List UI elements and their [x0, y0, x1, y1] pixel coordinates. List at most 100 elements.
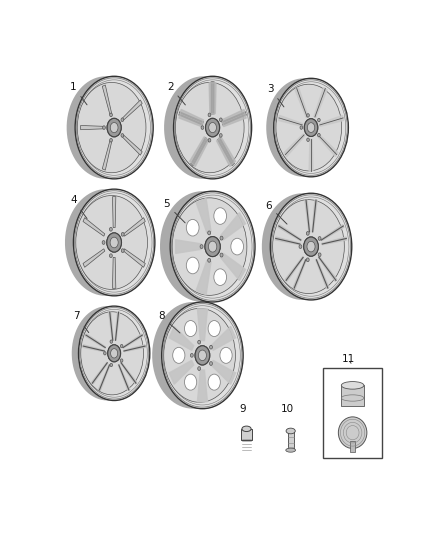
- Text: 7: 7: [74, 311, 89, 333]
- Ellipse shape: [78, 306, 150, 400]
- Ellipse shape: [164, 309, 235, 402]
- Polygon shape: [113, 257, 116, 288]
- Ellipse shape: [198, 367, 201, 370]
- Polygon shape: [279, 116, 303, 126]
- Ellipse shape: [220, 236, 223, 240]
- Ellipse shape: [110, 123, 118, 133]
- Ellipse shape: [306, 258, 309, 262]
- Ellipse shape: [173, 348, 185, 364]
- Polygon shape: [293, 260, 306, 289]
- Polygon shape: [322, 237, 346, 245]
- Ellipse shape: [175, 83, 244, 173]
- Ellipse shape: [75, 76, 153, 179]
- Polygon shape: [124, 217, 145, 236]
- Polygon shape: [123, 334, 143, 348]
- Polygon shape: [72, 306, 114, 400]
- Text: 5: 5: [163, 199, 185, 223]
- Ellipse shape: [120, 344, 123, 348]
- Polygon shape: [196, 199, 211, 233]
- Polygon shape: [113, 197, 116, 228]
- Polygon shape: [92, 362, 108, 384]
- Ellipse shape: [304, 119, 318, 136]
- Ellipse shape: [208, 374, 220, 390]
- Polygon shape: [314, 87, 327, 118]
- Ellipse shape: [186, 220, 199, 236]
- Polygon shape: [169, 326, 194, 350]
- Ellipse shape: [76, 196, 148, 289]
- Ellipse shape: [110, 364, 113, 367]
- Polygon shape: [85, 334, 106, 348]
- Polygon shape: [179, 109, 203, 127]
- Ellipse shape: [208, 231, 211, 235]
- Polygon shape: [122, 100, 142, 120]
- Polygon shape: [222, 109, 246, 127]
- Ellipse shape: [318, 237, 321, 240]
- Ellipse shape: [184, 374, 197, 390]
- Ellipse shape: [208, 241, 217, 252]
- Polygon shape: [198, 370, 208, 402]
- Polygon shape: [321, 225, 344, 241]
- Bar: [323, 368, 382, 458]
- Ellipse shape: [307, 138, 309, 141]
- Polygon shape: [190, 137, 208, 167]
- Polygon shape: [83, 345, 104, 352]
- Polygon shape: [81, 125, 103, 130]
- Ellipse shape: [219, 134, 222, 137]
- Polygon shape: [217, 137, 236, 167]
- Ellipse shape: [304, 237, 318, 256]
- Ellipse shape: [74, 189, 155, 296]
- Ellipse shape: [318, 118, 320, 122]
- Ellipse shape: [220, 253, 223, 257]
- Bar: [341, 385, 364, 406]
- Ellipse shape: [205, 237, 220, 256]
- Polygon shape: [160, 191, 212, 302]
- Bar: [241, 429, 251, 440]
- Polygon shape: [196, 260, 211, 295]
- Polygon shape: [312, 200, 317, 232]
- Ellipse shape: [191, 353, 193, 357]
- Polygon shape: [102, 85, 112, 115]
- Ellipse shape: [120, 359, 123, 362]
- Ellipse shape: [81, 312, 144, 395]
- Ellipse shape: [121, 232, 124, 236]
- Ellipse shape: [208, 259, 211, 262]
- Ellipse shape: [110, 237, 118, 248]
- Ellipse shape: [195, 346, 210, 365]
- Ellipse shape: [272, 200, 344, 294]
- Polygon shape: [221, 253, 246, 280]
- Ellipse shape: [108, 345, 120, 362]
- Polygon shape: [83, 217, 105, 236]
- Ellipse shape: [172, 198, 247, 295]
- Ellipse shape: [77, 83, 146, 173]
- Ellipse shape: [219, 118, 222, 122]
- Ellipse shape: [307, 241, 315, 252]
- Polygon shape: [209, 83, 216, 114]
- Ellipse shape: [307, 123, 315, 132]
- Ellipse shape: [205, 118, 219, 137]
- Ellipse shape: [276, 84, 342, 171]
- Ellipse shape: [201, 126, 204, 130]
- Polygon shape: [266, 78, 311, 177]
- Polygon shape: [284, 134, 305, 157]
- Polygon shape: [99, 365, 110, 391]
- Text: 8: 8: [158, 311, 180, 333]
- Ellipse shape: [110, 254, 112, 257]
- Polygon shape: [169, 360, 194, 384]
- Ellipse shape: [198, 350, 206, 361]
- Ellipse shape: [107, 233, 121, 252]
- Polygon shape: [211, 360, 236, 384]
- Polygon shape: [295, 87, 308, 118]
- Ellipse shape: [208, 320, 220, 336]
- Ellipse shape: [242, 426, 251, 432]
- Text: 1: 1: [70, 82, 87, 105]
- Text: 9: 9: [240, 403, 247, 414]
- Polygon shape: [152, 302, 202, 409]
- Ellipse shape: [339, 417, 367, 448]
- Ellipse shape: [110, 340, 113, 343]
- Polygon shape: [65, 189, 114, 296]
- Ellipse shape: [231, 238, 244, 255]
- Bar: [288, 431, 294, 450]
- Ellipse shape: [104, 352, 106, 355]
- Ellipse shape: [200, 245, 203, 248]
- Ellipse shape: [270, 193, 352, 300]
